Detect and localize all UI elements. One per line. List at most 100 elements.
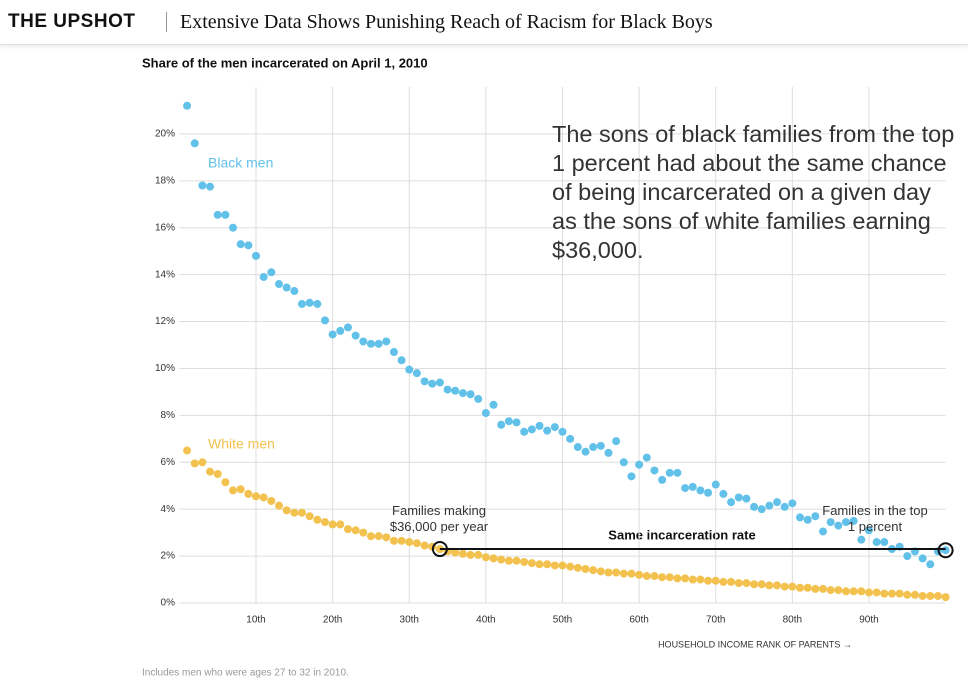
x-tick-label: 80th (783, 615, 802, 626)
chart-title: Share of the men incarcerated on April 1… (142, 55, 428, 70)
point (711, 480, 720, 489)
point (757, 580, 766, 589)
point (389, 348, 398, 357)
point (275, 501, 284, 510)
point (635, 570, 644, 579)
point (397, 536, 406, 545)
point (305, 512, 314, 521)
x-tick-label: 70th (706, 615, 725, 626)
point (213, 470, 222, 478)
point (451, 386, 460, 395)
point (282, 506, 291, 515)
point (458, 389, 467, 398)
x-tick-label: 40th (476, 615, 495, 626)
point (665, 573, 674, 582)
point (773, 581, 782, 590)
y-tick-label: 2% (161, 551, 176, 562)
point (190, 459, 199, 468)
point (497, 555, 506, 564)
point (596, 441, 605, 450)
point (796, 583, 805, 592)
point (704, 576, 713, 585)
point (527, 425, 536, 434)
point (466, 390, 475, 399)
point (305, 298, 314, 307)
point (259, 272, 268, 281)
point (688, 575, 697, 584)
point (183, 101, 192, 110)
point (320, 518, 329, 527)
point (681, 484, 690, 493)
y-tick-label: 12% (155, 316, 175, 327)
point (359, 528, 368, 537)
point (412, 539, 421, 548)
point (512, 418, 521, 427)
y-tick-label: 20% (155, 129, 175, 140)
point (412, 369, 421, 378)
point (727, 498, 736, 507)
point (382, 337, 391, 346)
point (252, 492, 261, 501)
point (841, 587, 850, 596)
point (688, 482, 697, 491)
point (527, 559, 536, 568)
point (244, 241, 253, 250)
point (550, 561, 559, 570)
point (374, 532, 383, 541)
point (841, 518, 850, 527)
point (612, 437, 621, 446)
point (619, 569, 628, 578)
point (236, 485, 245, 494)
x-tick-label: 60th (629, 615, 648, 626)
point (895, 589, 904, 598)
annotation: The sons of black families from the top … (552, 121, 955, 263)
point (658, 573, 667, 582)
point (589, 566, 598, 575)
point (336, 326, 345, 335)
point (550, 423, 559, 432)
point (566, 562, 575, 571)
point (903, 590, 912, 599)
point (619, 458, 628, 467)
note: Includes men who were ages 27 to 32 in 2… (142, 668, 349, 679)
point (589, 443, 598, 452)
point (520, 427, 529, 436)
point (389, 536, 398, 545)
point (711, 576, 720, 585)
point (198, 458, 207, 467)
point (788, 582, 797, 591)
x-tick-label: 50th (553, 615, 572, 626)
series-label: White men (208, 436, 275, 452)
point (420, 377, 429, 386)
point (451, 548, 460, 557)
point (435, 378, 444, 387)
point (826, 586, 835, 595)
point (918, 591, 927, 600)
point (213, 210, 222, 219)
point (642, 453, 651, 462)
point (857, 587, 866, 596)
point (543, 560, 552, 569)
point (566, 434, 575, 443)
point (535, 421, 544, 430)
point (206, 182, 215, 191)
point (489, 554, 498, 563)
point (933, 591, 942, 600)
point (612, 568, 621, 577)
point (765, 581, 774, 590)
point (543, 426, 552, 435)
point (328, 520, 337, 529)
brand[interactable]: THE UPSHOT (8, 11, 136, 32)
point (696, 486, 705, 495)
point (796, 513, 805, 522)
point (512, 556, 521, 565)
y-tick-label: 0% (161, 598, 176, 609)
point (351, 526, 360, 535)
point (351, 331, 360, 340)
point (221, 210, 230, 219)
point (366, 339, 375, 348)
point (206, 467, 215, 476)
point (290, 508, 299, 517)
point (382, 533, 391, 542)
